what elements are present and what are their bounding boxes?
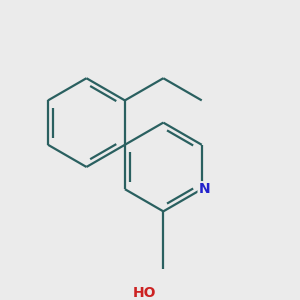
Text: N: N (199, 182, 210, 196)
Text: HO: HO (133, 286, 156, 300)
